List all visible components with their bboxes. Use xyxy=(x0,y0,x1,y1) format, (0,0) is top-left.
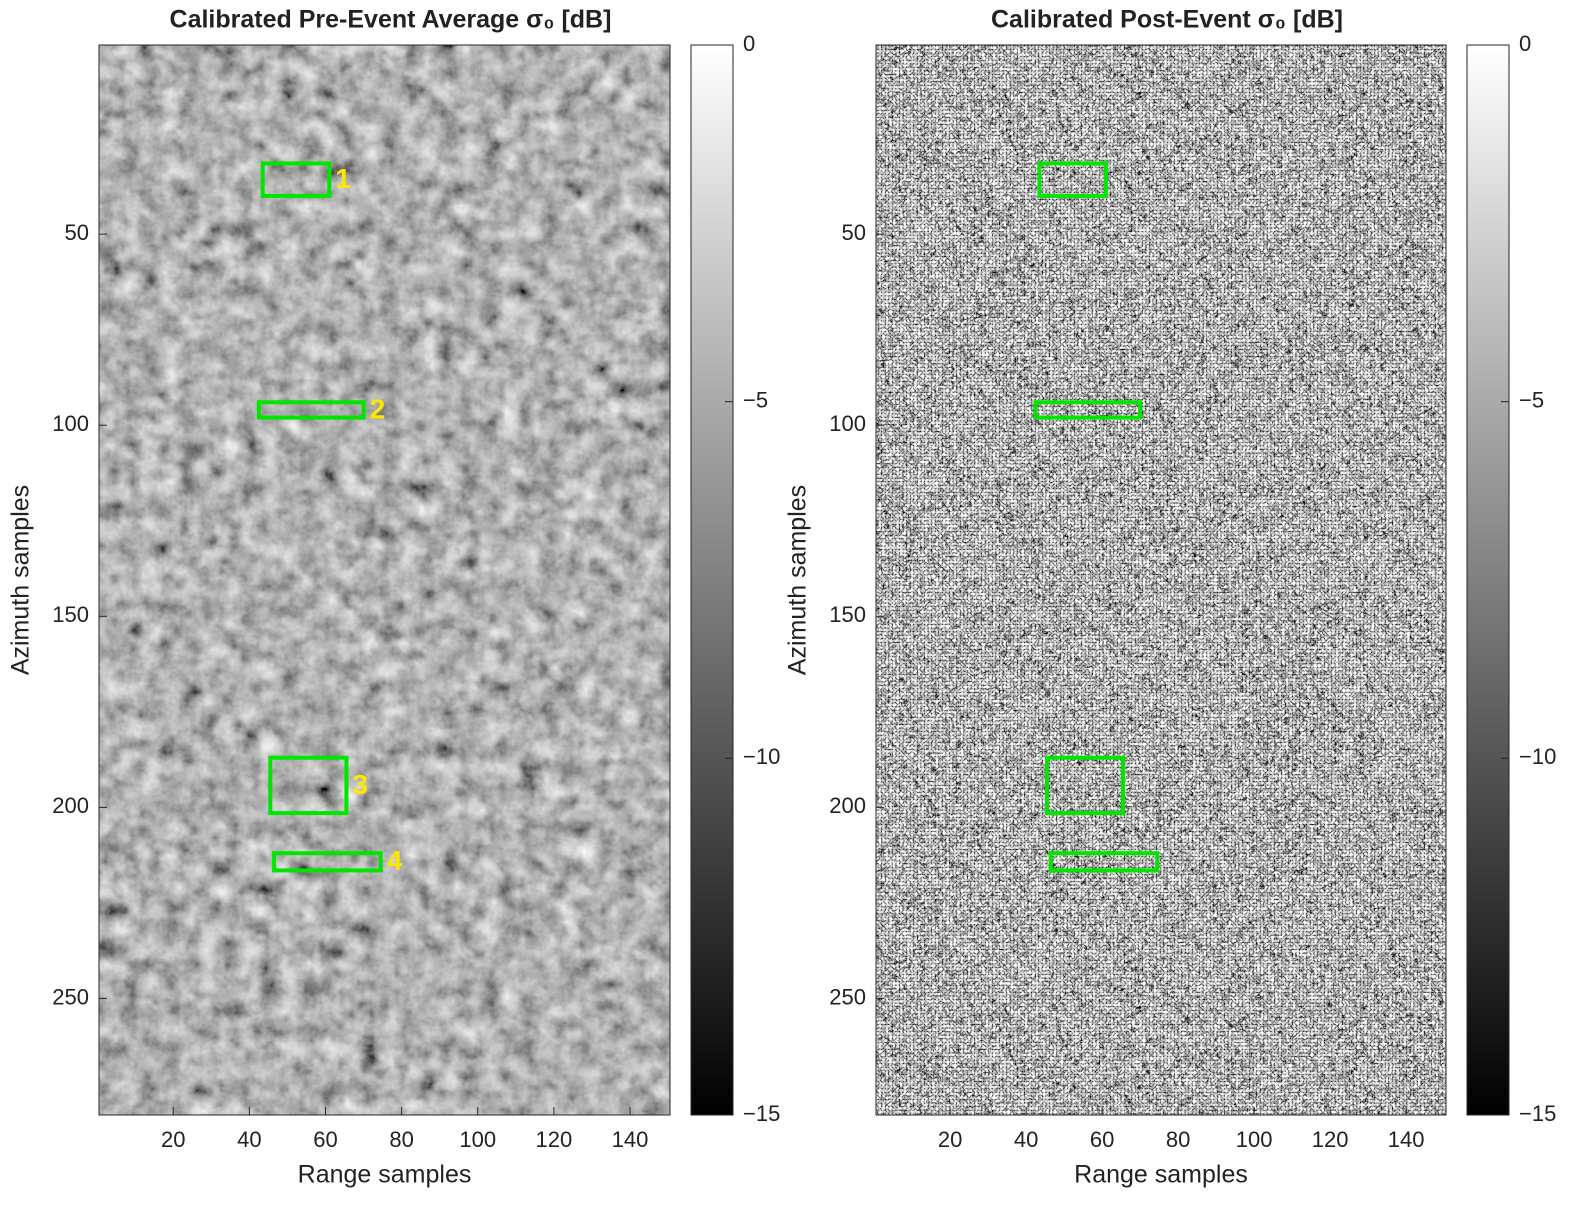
y-tick-label: 100 xyxy=(52,411,89,436)
axes-frame xyxy=(875,44,1447,1116)
y-tick-label: 50 xyxy=(65,220,89,245)
x-tick-label: 40 xyxy=(1014,1127,1038,1152)
region-label: 2 xyxy=(370,393,386,424)
x-tick-label: 100 xyxy=(459,1127,496,1152)
y-tick-label: 100 xyxy=(829,411,866,436)
colorbar-tick-label: −15 xyxy=(743,1101,780,1126)
colorbar-tick-label: −10 xyxy=(743,744,780,769)
colorbar-tick-label: 0 xyxy=(743,31,755,56)
y-tick-label: 150 xyxy=(52,602,89,627)
image-area xyxy=(99,45,670,1115)
region-box xyxy=(260,161,332,198)
colorbar-tick-label: −10 xyxy=(1519,744,1556,769)
x-tick-label: 120 xyxy=(536,1127,573,1152)
x-tick-label: 100 xyxy=(1236,1127,1273,1152)
region-label: 4 xyxy=(387,845,403,876)
region-box xyxy=(256,400,366,420)
x-tick-label: 80 xyxy=(389,1127,413,1152)
axes-frame xyxy=(98,44,671,1116)
chart-title: Calibrated Post-Event σ₀ [dB] xyxy=(991,6,1343,34)
colorbar-tick-label: −5 xyxy=(1519,387,1544,412)
colorbar xyxy=(690,44,734,1116)
x-axis-label: Range samples xyxy=(298,1161,472,1189)
y-axis-label: Azimuth samples xyxy=(7,485,35,675)
region-label: 3 xyxy=(352,769,368,800)
y-tick-label: 200 xyxy=(829,793,866,818)
y-tick-label: 250 xyxy=(829,984,866,1009)
x-tick-label: 140 xyxy=(1388,1127,1425,1152)
colorbar-tick-label: −15 xyxy=(1519,1101,1556,1126)
colorbar-tick-label: −5 xyxy=(743,387,768,412)
image-area xyxy=(876,45,1446,1115)
region-box xyxy=(1048,851,1160,873)
region-label: 1 xyxy=(335,163,351,194)
region-box xyxy=(1037,161,1108,198)
region-box xyxy=(272,851,383,873)
x-tick-label: 60 xyxy=(313,1127,337,1152)
x-tick-label: 140 xyxy=(612,1127,649,1152)
y-tick-label: 150 xyxy=(829,602,866,627)
x-tick-label: 120 xyxy=(1312,1127,1349,1152)
y-tick-label: 200 xyxy=(52,793,89,818)
x-tick-label: 20 xyxy=(161,1127,185,1152)
y-axis-label: Azimuth samples xyxy=(784,485,812,675)
chart-title: Calibrated Pre-Event Average σ₀ [dB] xyxy=(170,6,612,34)
x-tick-label: 20 xyxy=(938,1127,962,1152)
colorbar-tick-label: 0 xyxy=(1519,31,1531,56)
y-tick-label: 250 xyxy=(52,984,89,1009)
region-box xyxy=(1045,755,1125,816)
x-tick-label: 40 xyxy=(237,1127,261,1152)
colorbar xyxy=(1466,44,1510,1116)
region-box xyxy=(1033,400,1143,420)
region-box xyxy=(268,755,349,816)
x-axis-label: Range samples xyxy=(1074,1161,1248,1189)
x-tick-label: 80 xyxy=(1166,1127,1190,1152)
x-tick-label: 60 xyxy=(1090,1127,1114,1152)
y-tick-label: 50 xyxy=(842,220,866,245)
